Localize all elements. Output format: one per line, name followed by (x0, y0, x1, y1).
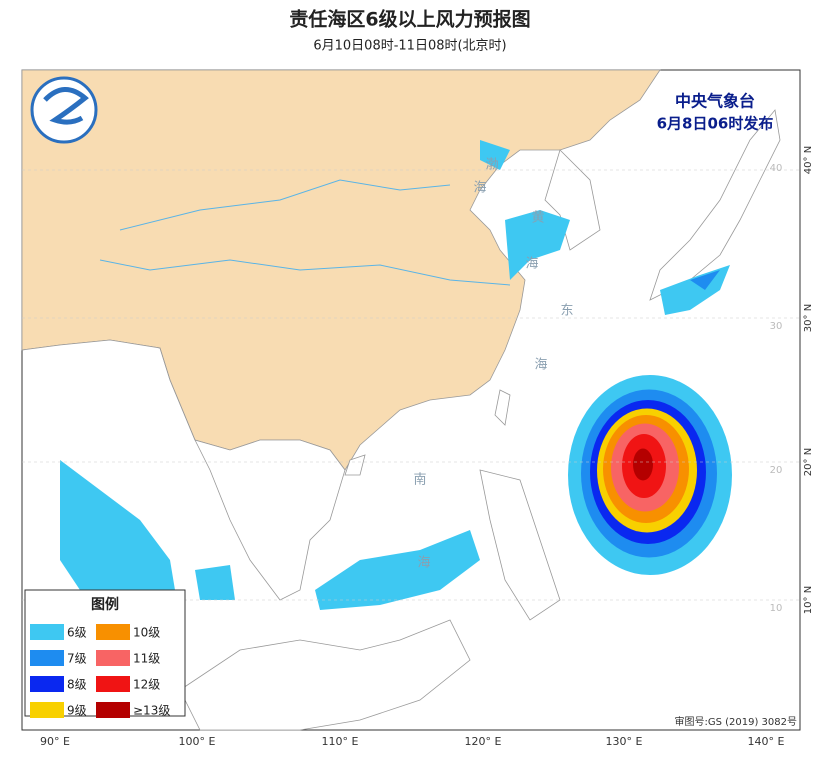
legend-swatch (30, 624, 64, 640)
lat-label: 30° N (803, 304, 814, 332)
inner-lat-label: 20 (770, 465, 783, 476)
sea-label: 海 (525, 257, 538, 272)
legend-swatch (96, 624, 130, 640)
sea-label: 南 (413, 472, 426, 488)
lon-label: 140° E (748, 735, 785, 748)
inner-lat-label: 30 (770, 321, 783, 332)
subtitle: 6月10日08时-11日08时(北京时) (313, 39, 506, 54)
legend-label: 8级 (67, 678, 87, 692)
legend: 图例 6级 7级 8级 9级 10级 11级 12级 ≥13级 (24, 589, 186, 718)
legend-label: 6级 (67, 626, 87, 640)
legend-label: 11级 (133, 652, 160, 666)
legend-swatch (30, 702, 64, 718)
legend-swatch (96, 702, 130, 718)
sea-label: 海 (473, 181, 486, 196)
issuer-name: 中央气象台 (675, 92, 755, 111)
lat-label: 10° N (803, 586, 814, 614)
lon-label: 90° E (40, 735, 70, 748)
legend-label: 12级 (133, 678, 160, 692)
lat-label: 20° N (803, 448, 814, 476)
inner-lat-label: 10 (770, 603, 783, 614)
sea-label: 东 (560, 304, 573, 319)
title: 责任海区6级以上风力预报图 (289, 8, 530, 31)
legend-title: 图例 (91, 596, 119, 613)
sea-label: 海 (417, 556, 430, 571)
issue-time: 6月8日06时发布 (657, 115, 774, 133)
lon-label: 100° E (179, 735, 216, 748)
lat-label: 40° N (803, 146, 814, 174)
legend-label: ≥13级 (133, 704, 170, 718)
lon-label: 120° E (465, 735, 502, 748)
sea-label: 渤 (485, 157, 498, 173)
approval-number: 审图号:GS (2019) 3082号 (674, 715, 797, 728)
lon-label: 110° E (322, 735, 359, 748)
legend-swatch (96, 650, 130, 666)
inner-lat-label: 40 (770, 163, 783, 174)
typhoon-wind-field (568, 375, 732, 575)
legend-label: 10级 (133, 626, 160, 640)
legend-swatch (30, 650, 64, 666)
sea-label: 海 (534, 358, 547, 373)
legend-swatch (30, 676, 64, 692)
wind-level-8 (633, 448, 653, 481)
legend-swatch (96, 676, 130, 692)
lon-label: 130° E (606, 735, 643, 748)
legend-label: 9级 (67, 704, 87, 718)
legend-label: 7级 (67, 652, 87, 666)
sea-label: 黄 (531, 211, 544, 226)
